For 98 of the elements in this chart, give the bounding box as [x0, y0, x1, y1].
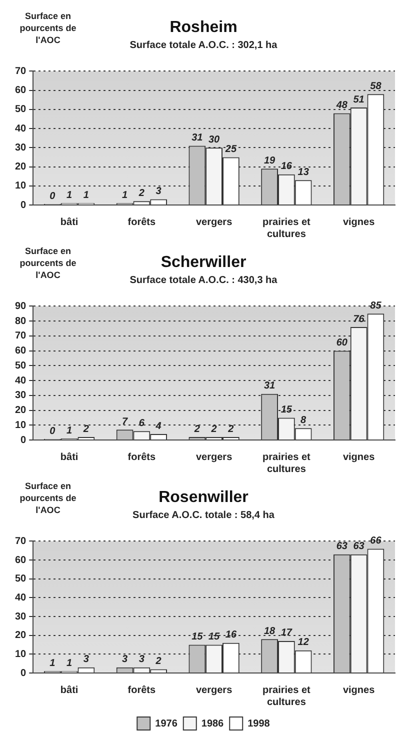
data-label: 8	[300, 414, 307, 426]
data-label: 2	[82, 424, 90, 435]
data-label: 0	[50, 190, 56, 202]
x-tick-label: prairies et cultures	[262, 452, 312, 475]
y-tick-label: 30	[15, 611, 27, 622]
data-label: 0	[50, 426, 56, 437]
x-tick-label: forêts	[128, 684, 156, 696]
data-label: 60	[336, 338, 348, 349]
data-label: 1	[83, 190, 90, 201]
y-tick-label: 40	[15, 123, 27, 134]
data-label: 4	[154, 420, 162, 432]
data-label: 31	[264, 380, 276, 392]
y-tick-label: 0	[20, 668, 27, 679]
x-tick-label: vignes	[342, 452, 376, 463]
data-label: 13	[298, 166, 310, 178]
data-label: 1	[66, 190, 73, 201]
data-label: 16	[225, 630, 237, 641]
data-label: 2	[193, 424, 200, 435]
chart-title: Scherwiller	[160, 254, 246, 272]
x-tick-label: forêts	[128, 216, 156, 228]
data-label: 63	[353, 541, 365, 552]
y-tick-label: 40	[15, 592, 27, 604]
data-label: 1	[66, 658, 73, 669]
y-tick-label: 50	[15, 360, 27, 372]
y-tick-label: 20	[15, 405, 27, 416]
y-tick-label: 70	[15, 536, 27, 547]
y-tick-label: 70	[15, 66, 27, 77]
data-label: 51	[353, 94, 365, 106]
data-label: 18	[264, 626, 276, 637]
x-tick-label: bâti	[60, 452, 78, 463]
data-label: 15	[280, 404, 292, 416]
x-tick-label: vergers	[196, 684, 233, 696]
y-tick-label: 30	[15, 390, 27, 402]
y-tick-label: 70	[15, 330, 27, 342]
data-label: 15	[208, 632, 220, 643]
data-label: 2	[154, 656, 162, 667]
legend-label: 1976	[155, 718, 178, 730]
chart-title: Rosenwiller	[158, 489, 248, 506]
data-label: 1	[122, 190, 128, 201]
data-label: 17	[280, 628, 292, 639]
data-label: 19	[264, 155, 276, 166]
y-tick-label: 60	[15, 554, 27, 566]
chart-subtitle: Surface totale A.O.C. : 430,3 ha	[130, 274, 278, 286]
data-label: 15	[192, 632, 204, 643]
y-tick-label: 60	[15, 85, 27, 96]
data-label: 7	[122, 416, 128, 428]
y-tick-label: 10	[15, 648, 27, 660]
y-axis-title: Surface en pourcents de l'AOC	[18, 480, 78, 516]
y-axis-title: Surface en pourcents de l'AOC	[18, 10, 78, 46]
y-tick-label: 10	[15, 180, 27, 192]
y-tick-label: 80	[15, 316, 27, 327]
data-label: 3	[156, 186, 162, 198]
x-tick-label: prairies et cultures	[262, 684, 312, 708]
data-label: 6	[138, 418, 145, 429]
y-tick-label: 30	[15, 142, 27, 154]
y-tick-label: 0	[20, 434, 27, 446]
x-tick-label: bâti	[60, 216, 78, 228]
data-label: 31	[192, 132, 204, 144]
data-label: 16	[280, 161, 292, 172]
x-tick-label: bâti	[60, 684, 78, 696]
data-label: 2	[227, 424, 234, 435]
x-tick-label: vergers	[196, 216, 233, 228]
chart-subtitle: Surface A.O.C. totale : 58,4 ha	[132, 510, 275, 521]
data-label: 1	[50, 658, 56, 669]
x-tick-label: vignes	[342, 684, 376, 696]
y-tick-label: 50	[15, 104, 27, 116]
data-label: 3	[122, 654, 128, 666]
x-tick-label: vignes	[342, 216, 376, 228]
y-tick-label: 20	[15, 630, 27, 642]
y-axis-title: Surface en pourcents de l'AOC	[18, 245, 78, 281]
data-label: 85	[370, 300, 382, 312]
y-tick-label: 40	[15, 375, 27, 386]
y-tick-label: 0	[20, 200, 27, 211]
data-label: 12	[298, 637, 310, 648]
data-label: 30	[208, 134, 220, 146]
y-tick-label: 60	[15, 346, 27, 357]
x-tick-label: forêts	[128, 452, 156, 463]
data-label: 2	[138, 188, 145, 199]
y-tick-label: 90	[15, 300, 27, 312]
data-label: 3	[83, 654, 90, 666]
x-tick-label: prairies et cultures	[262, 216, 312, 240]
data-label: 3	[138, 654, 145, 666]
x-tick-label: vergers	[196, 452, 233, 463]
y-tick-label: 20	[15, 162, 27, 173]
data-label: 63	[336, 541, 348, 552]
data-label: 48	[335, 100, 348, 111]
data-label: 76	[353, 314, 365, 325]
legend-label: 1986	[201, 718, 224, 730]
y-tick-label: 10	[15, 420, 27, 431]
chart-title: Rosheim	[170, 19, 238, 36]
chart-subtitle: Surface totale A.O.C. : 302,1 ha	[130, 40, 278, 51]
data-label: 1	[66, 425, 73, 436]
data-label: 25	[224, 144, 237, 155]
data-label: 58	[370, 80, 382, 92]
data-label: 66	[370, 535, 382, 546]
legend-label: 1998	[248, 718, 270, 730]
y-tick-label: 50	[15, 574, 27, 585]
data-label: 2	[210, 424, 218, 435]
